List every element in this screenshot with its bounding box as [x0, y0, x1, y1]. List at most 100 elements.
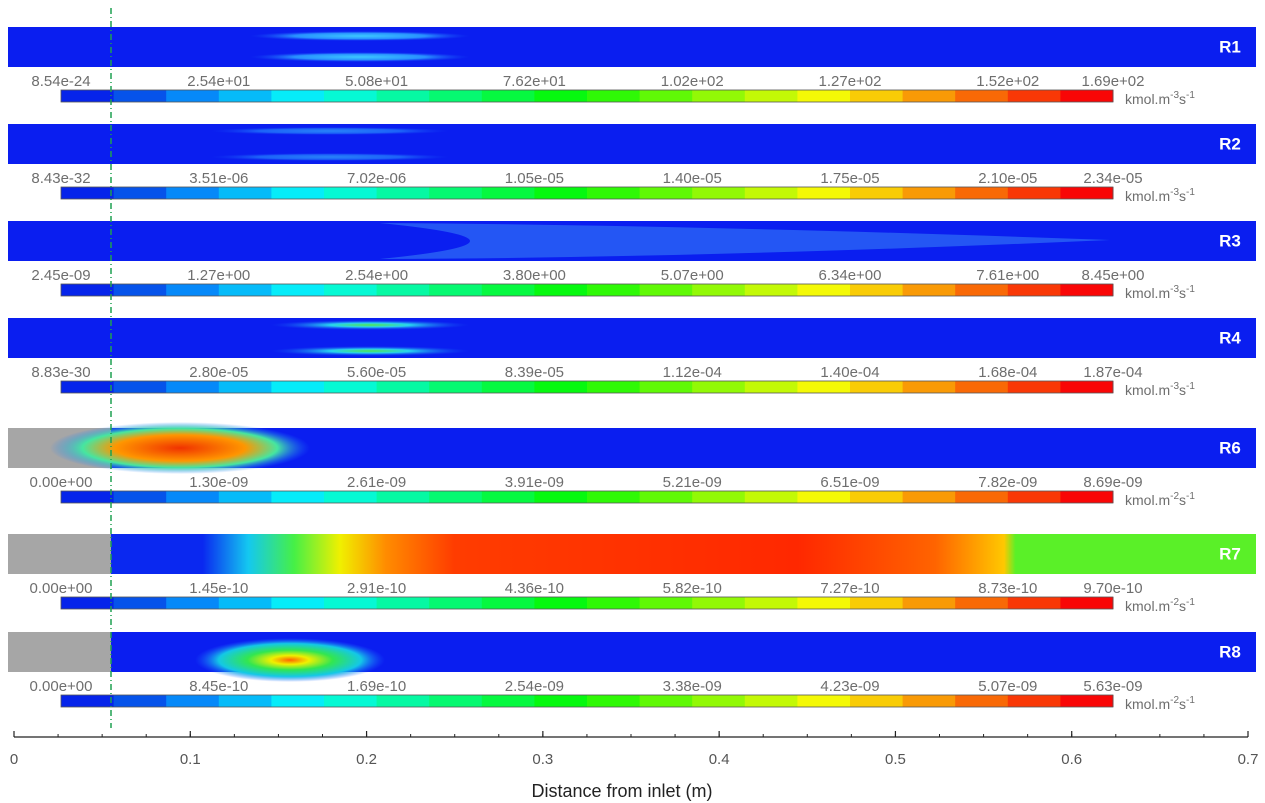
colorbar-label: 2.54e+00 [345, 267, 408, 284]
colorbar-segment [271, 90, 325, 102]
colorbar-segment [955, 597, 1009, 609]
panel [8, 27, 1256, 67]
colorbar-label: 3.51e-06 [189, 170, 248, 187]
unit: kmol.m-2s-1 [1125, 695, 1195, 712]
unit-text: s [1179, 598, 1186, 614]
colorbar-segment [429, 491, 483, 503]
colorbar-segment [534, 381, 588, 393]
colorbar-label: 8.43e-32 [31, 170, 90, 187]
panel-label: R7 [1219, 544, 1241, 563]
colorbar-segment [166, 695, 220, 707]
colorbar-segment [218, 695, 272, 707]
colorbar-segment [850, 381, 904, 393]
tick-label: 0.1 [180, 751, 201, 768]
colorbar-segment [113, 381, 167, 393]
colorbar-segment [639, 381, 693, 393]
unit-text: kmol.m [1125, 492, 1170, 508]
colorbar-segment [113, 695, 167, 707]
colorbar-label: 1.12e-04 [663, 364, 722, 381]
colorbar-segment [639, 187, 693, 199]
colorbar-label: 1.27e+02 [819, 73, 882, 90]
colorbar-label: 8.73e-10 [978, 580, 1037, 597]
unit: kmol.m-2s-1 [1125, 597, 1195, 614]
contour [210, 153, 450, 161]
colorbar-segment [376, 491, 430, 503]
colorbar-segment [1060, 90, 1114, 102]
colorbar-label: 1.40e-04 [820, 364, 879, 381]
unit-exponent: -1 [1186, 90, 1195, 101]
colorbar-segment [166, 491, 220, 503]
colorbar-label: 3.91e-09 [505, 474, 564, 491]
colorbar-segment [955, 381, 1009, 393]
colorbar-label: 5.82e-10 [663, 580, 722, 597]
colorbar-segment [850, 284, 904, 296]
colorbar-label: 2.45e-09 [31, 267, 90, 284]
colorbar-segment [481, 187, 535, 199]
colorbar-frame [60, 186, 1114, 200]
colorbar-segment [534, 695, 588, 707]
panel [8, 632, 1256, 672]
colorbar-label: 5.07e-09 [978, 678, 1037, 695]
colorbar-segment [376, 597, 430, 609]
colorbar-segment [324, 491, 378, 503]
colorbar-frame [60, 89, 1114, 103]
colorbar-label: 1.87e-04 [1083, 364, 1142, 381]
unit: kmol.m-3s-1 [1125, 284, 1195, 301]
colorbar-segment [481, 695, 535, 707]
colorbar-label: 9.70e-10 [1083, 580, 1142, 597]
colorbar-segment [692, 695, 746, 707]
unit-exponent: -3 [1170, 381, 1179, 392]
colorbar-segment [61, 695, 115, 707]
colorbar-segment [271, 187, 325, 199]
panel [8, 318, 1256, 358]
colorbar-segment [271, 284, 325, 296]
colorbar-segment [113, 491, 167, 503]
colorbar-segment [639, 90, 693, 102]
unit-exponent: -3 [1170, 187, 1179, 198]
contour [195, 638, 385, 682]
unit-text: s [1179, 382, 1186, 398]
colorbar-segment [324, 695, 378, 707]
colorbar-segment [534, 284, 588, 296]
colorbar-segment [639, 695, 693, 707]
unit-exponent: -1 [1186, 695, 1195, 706]
colorbar-segment [902, 491, 956, 503]
panel-label: R8 [1219, 642, 1241, 661]
unit-text: kmol.m [1125, 91, 1170, 107]
tick-label: 0.4 [709, 751, 730, 768]
unit: kmol.m-3s-1 [1125, 90, 1195, 107]
colorbar-segment [692, 381, 746, 393]
colorbar-segment [61, 597, 115, 609]
colorbar-segment [902, 695, 956, 707]
unit-exponent: -2 [1170, 695, 1179, 706]
unit-text: s [1179, 696, 1186, 712]
panel-label: R6 [1219, 438, 1241, 457]
tick-label: 0.6 [1061, 751, 1082, 768]
unit-exponent: -1 [1186, 187, 1195, 198]
colorbar-segment [587, 597, 641, 609]
colorbar-segment [587, 284, 641, 296]
colorbar-segment [166, 381, 220, 393]
colorbar-segment [218, 284, 272, 296]
colorbar-segment [692, 284, 746, 296]
colorbar-label: 1.69e-10 [347, 678, 406, 695]
colorbar-segment [850, 491, 904, 503]
unit-text: s [1179, 188, 1186, 204]
colorbar-label: 1.40e-05 [663, 170, 722, 187]
panel-label: R2 [1219, 134, 1241, 153]
colorbar-segment [797, 597, 851, 609]
x-axis: 0 0.1 0.2 0.3 0.4 0.5 0.6 0.7 [10, 731, 1258, 768]
colorbar-label: 1.02e+02 [661, 73, 724, 90]
colorbar-segment [324, 381, 378, 393]
panel-label: R1 [1219, 37, 1241, 56]
colorbar-segment [955, 695, 1009, 707]
colorbar-frame [60, 694, 1114, 708]
colorbar-segment [639, 491, 693, 503]
unit: kmol.m-3s-1 [1125, 381, 1195, 398]
colorbar-segment [271, 381, 325, 393]
tick-label: 0.2 [356, 751, 377, 768]
contour [270, 320, 470, 330]
colorbar-segment [902, 381, 956, 393]
colorbar-segment [1060, 187, 1114, 199]
colorbar-segment [1060, 491, 1114, 503]
